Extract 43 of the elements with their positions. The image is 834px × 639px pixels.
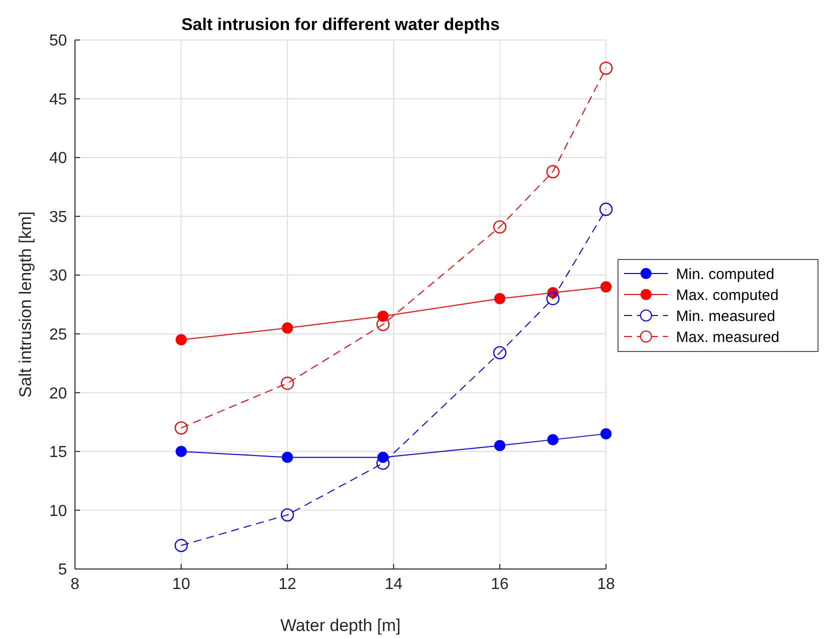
x-tick-label: 16 (490, 576, 509, 593)
chart-title: Salt intrusion for different water depths (181, 15, 500, 34)
point (599, 202, 613, 216)
y-tick-label: 10 (49, 502, 68, 520)
y-tick-label: 35 (49, 208, 68, 226)
point (174, 538, 188, 552)
point (282, 452, 293, 463)
y-tick-label: 25 (49, 326, 68, 344)
x-tick-label: 10 (172, 576, 190, 593)
point (600, 428, 612, 440)
y-tick-label: 50 (49, 32, 68, 50)
point (599, 62, 613, 75)
y-tick-label: 5 (58, 562, 68, 579)
point (493, 220, 506, 234)
y-tick-label: 40 (49, 150, 68, 168)
legend-label: Min. computed (676, 266, 774, 283)
y-tick-label: 30 (49, 268, 68, 285)
point (494, 293, 506, 304)
legend-label: Min. measured (676, 308, 776, 325)
point (547, 434, 558, 446)
point (176, 446, 187, 458)
x-tick-label: 12 (278, 576, 296, 593)
point (600, 281, 612, 292)
y-tick-label: 20 (49, 385, 68, 402)
point (282, 322, 293, 334)
x-tick-label: 8 (70, 576, 80, 593)
y-axis-title: Salt intrusion length [km] (16, 211, 35, 398)
point (376, 318, 390, 332)
point (174, 421, 188, 435)
legend-label: Max. computed (676, 286, 779, 304)
y-tick-label: 15 (49, 444, 68, 462)
x-tick-label: 14 (384, 576, 403, 593)
point (494, 440, 506, 452)
x-axis-title: Water depth [m] (280, 616, 401, 635)
x-tick-label: 18 (597, 576, 615, 593)
point (176, 334, 187, 346)
point (493, 346, 506, 360)
point (546, 292, 560, 306)
point (546, 165, 560, 178)
y-tick-label: 45 (49, 91, 68, 108)
point (280, 376, 294, 390)
point (280, 508, 294, 522)
legend-label: Max. measured (676, 328, 780, 346)
